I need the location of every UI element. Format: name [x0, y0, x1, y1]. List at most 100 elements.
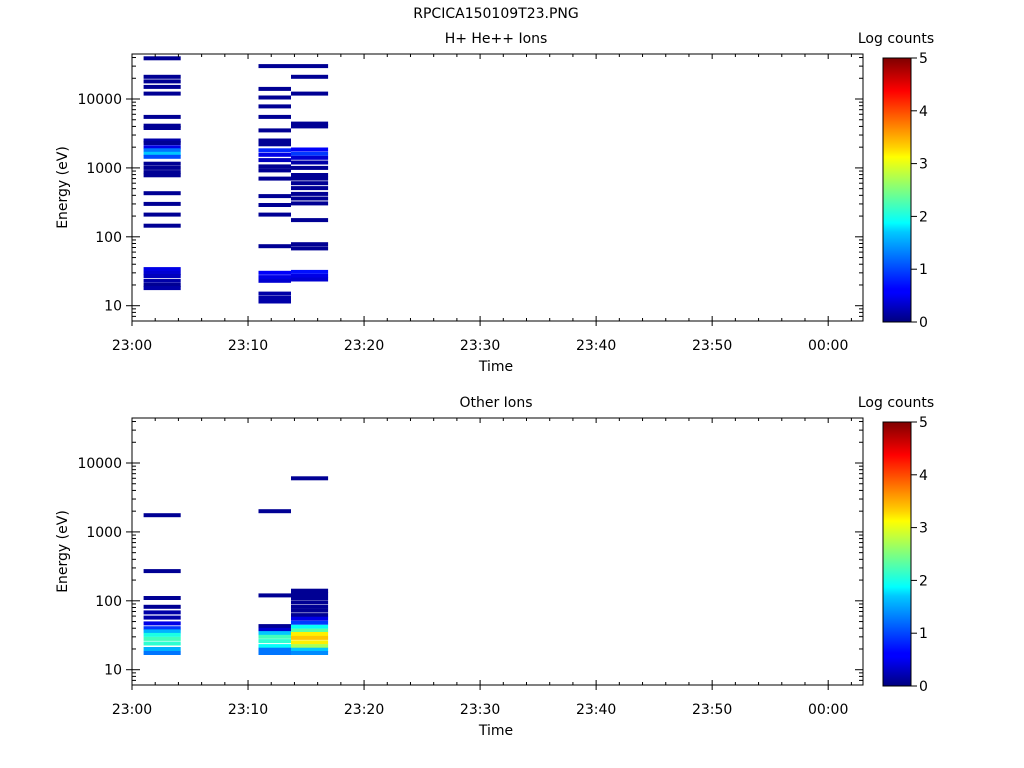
spectrogram-cell	[143, 283, 181, 287]
spectrogram-cell	[291, 613, 329, 618]
spectrogram-cell	[143, 569, 181, 574]
spectrogram-cell	[291, 151, 329, 156]
y-tick-label: 1000	[86, 525, 122, 541]
colorbar-tick-label: 4	[919, 468, 928, 484]
spectrogram-cell	[143, 632, 181, 637]
spectrogram-cell	[143, 148, 181, 153]
spectrogram-cell	[291, 242, 329, 247]
spectrogram-cell	[291, 620, 329, 625]
x-axis-label: Time	[478, 359, 513, 375]
spectrogram-cell	[258, 176, 291, 181]
spectrogram-cell	[291, 644, 329, 649]
spectrogram-cell	[291, 191, 329, 196]
colorbar-label: Log counts	[858, 395, 934, 411]
spectrogram-cell	[258, 647, 291, 652]
spectrogram-cell	[143, 191, 181, 196]
spectrogram-cell	[291, 201, 329, 206]
spectrogram-cell	[291, 147, 329, 152]
x-tick-label: 00:00	[808, 338, 848, 354]
colorbar	[882, 57, 912, 323]
spectrogram-cell	[143, 626, 181, 631]
colorbar-tick-label: 3	[919, 521, 928, 537]
y-tick-label: 10000	[77, 456, 122, 472]
y-axis-label: Energy (eV)	[55, 510, 71, 593]
spectrogram-cell	[258, 627, 291, 632]
spectrogram-cell	[143, 91, 181, 96]
spectrogram-cell	[291, 124, 329, 129]
spectrogram-cell	[291, 74, 329, 79]
spectrogram-cell	[143, 647, 181, 651]
panel-h-he-ions: H+ He++ Ions 23:00 23:10 23:20 23:30 23:40 23…	[55, 31, 934, 375]
x-tick-label: 23:10	[228, 702, 268, 718]
spectrogram-cell	[291, 155, 329, 160]
colorbar-tick-label: 0	[919, 679, 928, 695]
spectrogram-cell	[291, 218, 329, 223]
x-tick-label: 23:40	[576, 702, 616, 718]
spectrogram-cell	[258, 624, 291, 629]
spectrogram-cell	[291, 632, 329, 636]
spectrogram-cell	[258, 158, 291, 163]
spectrogram-cell	[291, 596, 329, 600]
spectrogram-cell	[143, 173, 181, 178]
spectrogram-cell	[143, 126, 181, 130]
spectrogram-cell	[143, 145, 181, 150]
spectrogram-cell	[291, 269, 329, 274]
y-tick-label: 10000	[77, 92, 122, 108]
spectrogram-cell	[291, 476, 329, 481]
panel-title: H+ He++ Ions	[445, 31, 548, 47]
spectrogram-cell	[291, 616, 329, 621]
spectrogram-cell	[258, 244, 291, 249]
spectrogram-cell	[258, 270, 291, 275]
colorbar-tick-label: 2	[919, 573, 928, 589]
spectrogram-cell	[258, 152, 291, 157]
plot-frame	[131, 53, 864, 322]
spectrogram-cell	[258, 295, 291, 300]
spectrogram-cell	[143, 604, 181, 609]
spectrogram-cell	[143, 621, 181, 626]
spectrogram-cell	[291, 651, 329, 655]
spectrogram-cell	[258, 291, 291, 296]
spectrogram-cells	[143, 56, 329, 304]
colorbar	[882, 421, 912, 687]
spectrogram-cell	[143, 56, 181, 61]
x-tick-label: 23:50	[692, 338, 732, 354]
spectrogram-cell	[143, 641, 181, 646]
spectrogram-cell	[143, 165, 181, 170]
spectrogram-cell	[143, 138, 181, 143]
spectrogram-cell	[258, 639, 291, 644]
spectrogram-cell	[143, 278, 181, 283]
y-tick-label: 10	[104, 299, 122, 315]
spectrogram-cell	[143, 286, 181, 291]
spectrogram-cell	[258, 212, 291, 217]
spectrogram-cell	[291, 121, 329, 126]
spectrogram-cell	[143, 84, 181, 89]
spectrogram-cell	[258, 138, 291, 143]
spectrogram-cell	[291, 608, 329, 613]
spectrogram-cell	[291, 592, 329, 597]
spectrogram-cell	[291, 277, 329, 282]
spectrogram-cell	[143, 629, 181, 634]
spectrogram-cell	[258, 168, 291, 173]
y-tick-label: 10	[104, 663, 122, 679]
y-tick-label: 1000	[86, 161, 122, 177]
spectrogram-cell	[258, 644, 291, 649]
spectrogram-cell	[291, 628, 329, 633]
spectrogram-cell	[291, 181, 329, 186]
spectrogram-cell	[143, 610, 181, 615]
spectrogram-cell	[143, 161, 181, 166]
spectrogram-cell	[143, 212, 181, 217]
spectrogram-cell	[291, 624, 329, 629]
figure-title: RPCICA150109T23.PNG	[413, 6, 578, 22]
spectrogram-cell	[258, 278, 291, 283]
axis-ticks: 23:00 23:10 23:20 23:30 23:40 23:50 00:00 10 100…	[77, 418, 863, 718]
spectrogram-cell	[143, 596, 181, 600]
axis-ticks: 23:00 23:10 23:20 23:30 23:40 23:50 00:00 10 100…	[77, 54, 863, 354]
spectrogram-cell	[291, 196, 329, 201]
panel-other-ions: Other Ions 23:00 23:10 23:20 23:30 23:40 23:5…	[55, 395, 934, 739]
colorbar-tick-label: 2	[919, 209, 928, 225]
spectrogram-cell	[291, 64, 329, 69]
x-tick-label: 23:50	[692, 702, 732, 718]
spectrogram-cell	[143, 114, 181, 119]
spectrogram-cell	[291, 186, 329, 191]
